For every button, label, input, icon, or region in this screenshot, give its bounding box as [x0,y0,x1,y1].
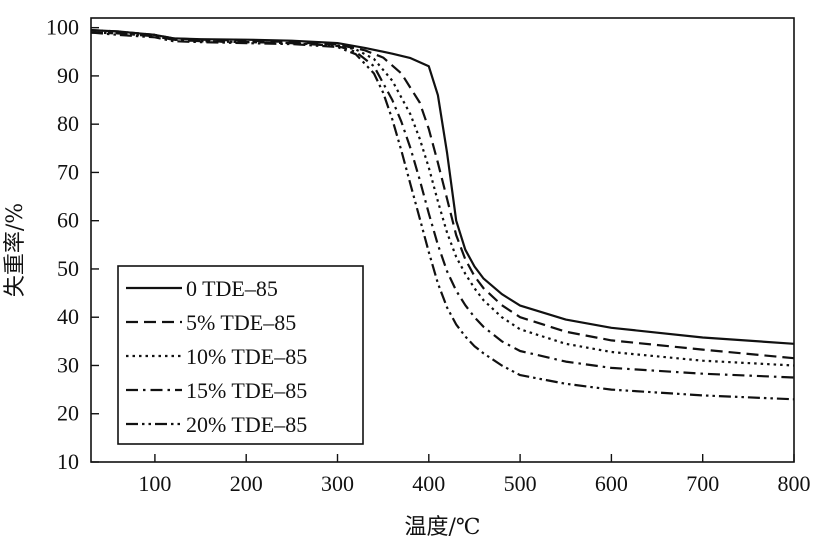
x-tick-label: 100 [138,471,171,496]
legend: 0 TDE–85 5% TDE–85 10% TDE–85 15% TDE–85 20%… [117,265,364,445]
x-tick-label: 300 [321,471,354,496]
series-line-5 [90,31,795,401]
y-tick-label: 40 [57,304,79,329]
y-tick-label: 20 [57,401,79,426]
y-tick-label: 10 [57,449,79,474]
plot-frame [90,17,795,463]
x-tick-label: 800 [778,471,811,496]
y-tick-label: 90 [57,63,79,88]
plot-area [90,17,795,463]
y-tick-label: 60 [57,208,79,233]
y-tick-label: 70 [57,159,79,184]
series-line-2 [90,29,795,360]
x-axis-ticks: 100 200 300 400 500 600 700 800 [138,454,811,496]
legend-label-5: 20% TDE–85 [186,412,307,437]
y-axis-ticks: 10 20 30 40 50 60 70 80 90 100 [46,15,99,474]
x-tick-label: 700 [686,471,719,496]
series-line-1 [90,29,795,345]
legend-label-1: 0 TDE–85 [186,276,278,301]
y-tick-label: 50 [57,256,79,281]
y-axis-title: 失重率/% [3,203,28,297]
legend-label-4: 15% TDE–85 [186,378,307,403]
y-tick-label: 80 [57,111,79,136]
y-tick-label: 30 [57,352,79,377]
series-curves [90,29,795,401]
x-tick-label: 200 [230,471,263,496]
x-tick-label: 600 [595,471,628,496]
legend-label-3: 10% TDE–85 [186,344,307,369]
x-axis-title: 温度/℃ [404,515,480,540]
x-tick-label: 400 [412,471,445,496]
legend-label-2: 5% TDE–85 [186,310,296,335]
y-tick-label: 100 [46,15,79,40]
x-tick-label: 500 [504,471,537,496]
